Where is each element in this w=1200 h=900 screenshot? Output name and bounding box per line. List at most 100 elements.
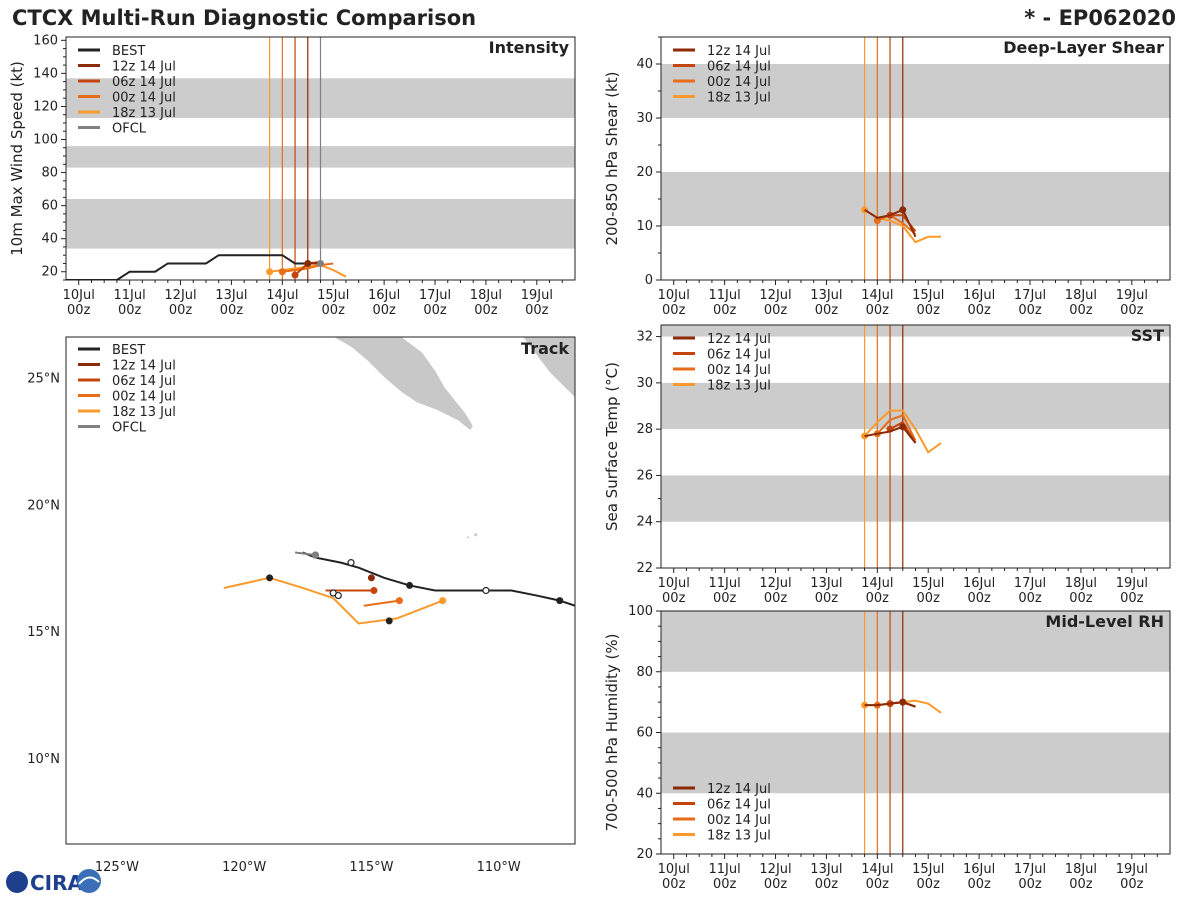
rh-panel: 2040608010010Jul00z11Jul00z12Jul00z13Jul… [603, 604, 1171, 892]
sst-xtick-day: 16Jul [963, 576, 995, 591]
rh-ytick-label: 100 [628, 604, 653, 619]
figure-title: CTCX Multi-Run Diagnostic Comparison [12, 6, 476, 30]
track-line [302, 551, 575, 607]
intensity-ytick-label: 160 [33, 33, 58, 48]
rh-xtick-day: 12Jul [759, 862, 791, 877]
shear-legend-label: 12z 14 Jul [707, 44, 771, 59]
sst-xtick-hour: 00z [764, 591, 788, 606]
shear-ytick-label: 10 [636, 219, 653, 234]
intensity-xtick-day: 11Jul [114, 288, 146, 303]
intensity-series-marker [278, 268, 286, 276]
intensity-series-line [66, 254, 321, 280]
rh-legend-label: 00z 14 Jul [707, 813, 771, 828]
shear-series-line [864, 208, 917, 238]
intensity-legend-label: BEST [112, 44, 145, 59]
shear-xtick-day: 10Jul [658, 288, 690, 303]
track-panel: 10°N 15°N 20°N 25°N 125°W 120°W 115°W 110°W Trac… [27, 336, 576, 875]
shear-xtick-day: 16Jul [963, 288, 995, 303]
intensity-ytick-label: 100 [33, 132, 58, 147]
shear-legend-label: 06z 14 Jul [707, 60, 771, 75]
sst-legend-label: 18z 13 Jul [707, 379, 771, 394]
rh-xtick-day: 17Jul [1014, 862, 1046, 877]
sst-ytick-label: 32 [636, 330, 653, 345]
track-legend-label: OFCL [112, 421, 147, 436]
track-point [395, 597, 403, 605]
rh-ylabel: 700-500 hPa Humidity (%) [603, 633, 621, 831]
intensity-xtick-day: 13Jul [215, 288, 247, 303]
island-clarion [467, 536, 470, 539]
shear-xtick-day: 14Jul [861, 288, 893, 303]
intensity-legend-label: 00z 14 Jul [112, 91, 176, 106]
rh-band-1 [661, 611, 1170, 672]
sst-ylabel: Sea Surface Temp (°C) [603, 362, 621, 531]
intensity-xtick-hour: 00z [372, 303, 396, 318]
track-point [370, 587, 378, 594]
track-point [406, 581, 414, 589]
rh-xtick-hour: 00z [713, 877, 737, 892]
shear-xtick-hour: 00z [662, 303, 686, 318]
sst-xtick-hour: 00z [866, 591, 890, 606]
shear-ytick-label: 0 [645, 273, 653, 288]
intensity-plot-area [66, 37, 575, 280]
shear-xtick-hour: 00z [764, 303, 788, 318]
track-legend-label: 06z 14 Jul [112, 374, 176, 389]
sst-series-line [863, 409, 942, 454]
cira-logo: CIRA [6, 869, 101, 895]
intensity-ytick-label: 60 [41, 199, 58, 214]
intensity-panel: 2040608010012014016010Jul00z11Jul00z12Ju… [8, 33, 576, 318]
land-mainland [522, 337, 575, 399]
intensity-series-marker [304, 259, 312, 267]
rh-xtick-day: 19Jul [1116, 862, 1148, 877]
rh-xtick-day: 14Jul [861, 862, 893, 877]
sst-xtick-hour: 00z [1120, 591, 1144, 606]
intensity-legend-label: 18z 13 Jul [112, 106, 176, 121]
rh-ytick-label: 20 [636, 847, 653, 862]
track-ytick-label: 10°N [27, 752, 60, 767]
intensity-ytick-label: 20 [41, 265, 58, 280]
track-point [311, 551, 319, 559]
sst-xtick-hour: 00z [1069, 591, 1093, 606]
rh-xtick-hour: 00z [1120, 877, 1144, 892]
rh-xtick-day: 15Jul [912, 862, 944, 877]
intensity-xtick-day: 16Jul [368, 288, 400, 303]
intensity-title: Intensity [489, 38, 570, 57]
track-frame [65, 336, 576, 845]
sst-ytick-label: 28 [636, 422, 653, 437]
sst-xtick-hour: 00z [967, 591, 991, 606]
rh-xtick-day: 13Jul [810, 862, 842, 877]
rh-series-marker [899, 698, 907, 706]
track-ytick-label: 25°N [27, 372, 60, 387]
rh-ytick-label: 60 [636, 726, 653, 741]
shear-xtick-day: 18Jul [1065, 288, 1097, 303]
intensity-series-marker [291, 271, 299, 279]
sst-legend-label: 00z 14 Jul [707, 363, 771, 378]
intensity-xtick-hour: 00z [67, 303, 91, 318]
intensity-ytick-label: 80 [41, 166, 58, 181]
shear-xtick-day: 11Jul [709, 288, 741, 303]
shear-xtick-hour: 00z [815, 303, 839, 318]
track-point [556, 597, 564, 605]
intensity-xtick-day: 14Jul [266, 288, 298, 303]
intensity-xtick-day: 10Jul [63, 288, 95, 303]
shear-series-marker [873, 217, 881, 225]
sst-series-marker [899, 423, 907, 431]
shear-xtick-day: 17Jul [1014, 288, 1046, 303]
intensity-series-line [282, 262, 334, 273]
shear-legend-label: 00z 14 Jul [707, 75, 771, 90]
sst-legend-label: 12z 14 Jul [707, 332, 771, 347]
shear-ytick-label: 40 [636, 57, 653, 72]
rh-xtick-hour: 00z [967, 877, 991, 892]
sst-xtick-day: 14Jul [861, 576, 893, 591]
shear-series-marker [899, 206, 907, 214]
logo-wave-stroke [78, 876, 100, 885]
track-point [367, 574, 375, 582]
intensity-xtick-hour: 00z [118, 303, 142, 318]
rh-xtick-day: 16Jul [963, 862, 995, 877]
track-point-open [347, 559, 355, 567]
sst-xtick-hour: 00z [815, 591, 839, 606]
rh-ytick-label: 80 [636, 665, 653, 680]
shear-band-0 [661, 172, 1170, 226]
rh-xtick-hour: 00z [764, 877, 788, 892]
sst-xtick-day: 11Jul [709, 576, 741, 591]
track-point [439, 597, 447, 605]
